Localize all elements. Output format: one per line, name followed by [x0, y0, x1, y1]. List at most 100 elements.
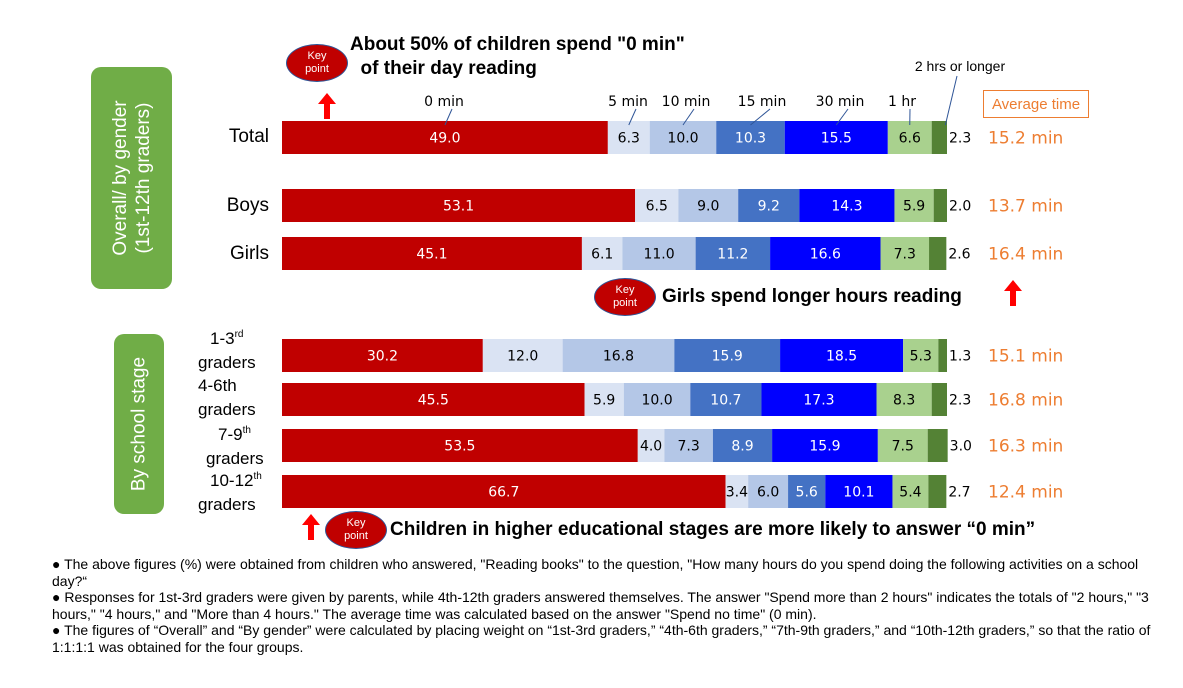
callout-middle: Girls spend longer hours reading: [662, 286, 962, 307]
category-label: 7-9th graders: [206, 425, 264, 468]
data-label: 2.7: [948, 485, 970, 501]
bar-segment: [712, 429, 773, 462]
bar-segment: [903, 339, 939, 372]
leader-line: [944, 75, 958, 126]
leader-line: [628, 108, 637, 126]
data-label: 3.4: [726, 485, 748, 501]
bar-segment: [928, 475, 947, 508]
bar-segment: [622, 237, 696, 270]
bar-segment: [877, 429, 928, 462]
data-label: 7.5: [892, 439, 914, 455]
bar-segment: [282, 475, 726, 508]
bar-segment: [880, 237, 930, 270]
data-label: 45.5: [418, 393, 449, 409]
legend-label: 10 min: [662, 94, 711, 110]
bar-segment: [635, 189, 679, 222]
data-label: 45.1: [416, 247, 447, 263]
bar-segment: [664, 429, 713, 462]
bar-segment: [931, 383, 947, 416]
up-arrow-icon: [318, 93, 336, 119]
legend-label: 0 min: [424, 94, 464, 110]
data-label: 16.8: [603, 349, 634, 365]
group-box-overall: Overall/ by gender (1st-12th graders): [91, 67, 172, 289]
data-label: 7.3: [894, 247, 916, 263]
data-label: 5.3: [910, 349, 932, 365]
group-box-stage: By school stage: [114, 334, 164, 514]
data-label: 30.2: [367, 349, 398, 365]
footnotes: ● The above figures (%) were obtained fr…: [52, 556, 1162, 655]
bar-segment: [678, 189, 739, 222]
bar-segment: [282, 429, 638, 462]
bar-segment: [784, 121, 888, 154]
key-point-label: Key point: [613, 284, 637, 309]
data-label: 5.9: [593, 393, 615, 409]
bar-segment: [927, 429, 948, 462]
average-time-value: 15.2 min: [988, 129, 1063, 149]
bar-segment: [282, 189, 636, 222]
key-point-badge-bottom: Key point: [325, 511, 387, 549]
bar-segment: [637, 429, 665, 462]
footnote: ● Responses for 1st-3rd graders were giv…: [52, 589, 1149, 622]
bar-segment: [695, 237, 771, 270]
average-time-value: 16.3 min: [988, 437, 1063, 457]
category-label: Boys: [227, 195, 269, 216]
legend-label: 15 min: [738, 94, 787, 110]
average-time-value: 16.8 min: [988, 391, 1063, 411]
bar-segment: [584, 383, 624, 416]
data-label: 2.0: [949, 199, 971, 215]
svg-text:10-12th: 10-12th: [210, 471, 262, 490]
average-time-value: 12.4 min: [988, 483, 1063, 503]
bar-segment: [876, 383, 932, 416]
svg-text:graders: graders: [198, 495, 256, 514]
bar-segment: [788, 475, 826, 508]
bar-segment: [607, 121, 650, 154]
average-time-header: Average time: [983, 90, 1089, 118]
data-label: 8.9: [731, 439, 753, 455]
bar-segment: [282, 339, 483, 372]
data-label: 10.0: [641, 393, 672, 409]
data-label: 5.4: [899, 485, 921, 501]
bar-segment: [649, 121, 717, 154]
bar-segment: [938, 339, 947, 372]
bar-segment: [933, 189, 947, 222]
key-point-label: Key point: [305, 50, 329, 75]
bar-segment: [931, 121, 947, 154]
average-time-value: 13.7 min: [988, 197, 1063, 217]
bar-segment: [892, 475, 929, 508]
bar-segment: [623, 383, 691, 416]
data-label: 11.0: [643, 247, 674, 263]
data-label: 15.9: [809, 439, 840, 455]
svg-text:1-3rd: 1-3rd: [210, 329, 243, 348]
data-label: 2.6: [948, 247, 970, 263]
bar-segment: [674, 339, 781, 372]
data-label: 11.2: [717, 247, 748, 263]
data-label: 10.7: [710, 393, 741, 409]
bar-segment: [282, 383, 585, 416]
key-point-badge-middle: Key point: [594, 278, 656, 316]
legend-label: 5 min: [608, 94, 648, 110]
bar-segment: [780, 339, 904, 372]
bar-segment: [581, 237, 623, 270]
data-label: 14.3: [831, 199, 862, 215]
footnote: ● The figures of “Overall” and “By gende…: [52, 622, 1151, 655]
data-label: 2.3: [949, 131, 971, 147]
legend-label: 2 hrs or longer: [915, 58, 1006, 74]
data-label: 15.9: [712, 349, 743, 365]
legend-label: 30 min: [816, 94, 865, 110]
key-point-badge-top: Key point: [286, 44, 348, 82]
data-label: 5.9: [903, 199, 925, 215]
leader-line: [835, 108, 849, 126]
bar-segment: [887, 121, 932, 154]
data-label: 1.3: [949, 349, 971, 365]
leader-line: [682, 108, 695, 126]
data-label: 2.3: [949, 393, 971, 409]
data-label: 3.0: [950, 439, 972, 455]
bar-segment: [748, 475, 789, 508]
category-label: Total: [229, 126, 269, 147]
data-label: 6.0: [757, 485, 779, 501]
callout-bottom: Children in higher educational stages ar…: [390, 519, 1036, 540]
bar-segment: [738, 189, 800, 222]
bar-segment: [799, 189, 895, 222]
data-label: 66.7: [488, 485, 519, 501]
data-label: 8.3: [893, 393, 915, 409]
